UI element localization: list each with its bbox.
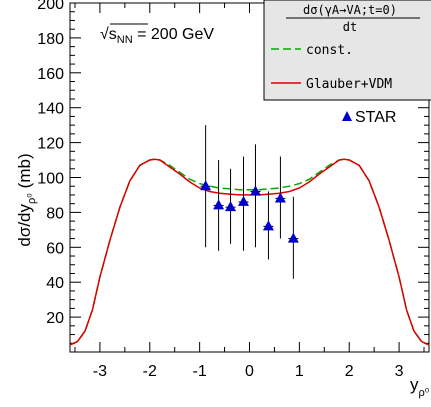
legend-label-const: const. [306, 43, 353, 58]
x-axis-label-sub: ρ⁰ [419, 387, 430, 399]
y-tick-label: 160 [37, 66, 64, 83]
y-tick-label: 120 [37, 136, 64, 153]
y-tick-label: 40 [46, 275, 64, 292]
x-tick-label: 3 [395, 363, 404, 380]
x-tick-label: 2 [345, 363, 354, 380]
energy-annotation: √sNN = 200 GeV [100, 23, 214, 46]
y-tick-label: 80 [46, 205, 64, 222]
star-point [287, 232, 299, 243]
star-point [249, 185, 261, 196]
y-axis-label-sub: ρ⁰ [26, 193, 38, 204]
x-axis-label-main: y [410, 375, 419, 394]
x-tick-label: -2 [143, 363, 157, 380]
theory-curves [69, 158, 430, 346]
y-tick-label: 180 [37, 31, 64, 48]
star-label: STAR [355, 109, 396, 126]
star-point [274, 192, 286, 203]
star-point [200, 180, 212, 191]
sqrt-symbol: √ [100, 26, 109, 43]
y-axis-label-main: dσ/dy [15, 204, 34, 247]
y-tick-label: 20 [46, 310, 64, 327]
x-tick-label: 0 [245, 363, 254, 380]
energy-text: = 200 GeV [133, 26, 215, 43]
star-point [213, 199, 225, 210]
y-tick-label: 100 [37, 171, 64, 188]
y-tick-label: 200 [37, 0, 64, 13]
star-point [262, 220, 274, 231]
glauber-vdm-curve [69, 158, 430, 346]
star-point [238, 195, 250, 206]
star-point [225, 201, 237, 212]
svg-text:yρ⁰: yρ⁰ [410, 375, 430, 399]
legend-header-numerator: dσ(γA→VA;t=0) [303, 3, 397, 17]
x-tick-label: 1 [295, 363, 304, 380]
legend: dσ(γA→VA;t=0) dt const. Glauber+VDM [263, 0, 431, 101]
x-tick-label: -3 [93, 363, 107, 380]
y-axis-label-unit: (mb) [15, 153, 34, 188]
s-label: s [109, 26, 117, 43]
star-legend: STAR [342, 109, 396, 126]
axis-ticks: -3 -2 -1 0 1 2 3 20 40 60 80 100 120 140 160 180 200 [37, 0, 429, 380]
s-subscript: NN [117, 34, 133, 46]
x-axis-label: yρ⁰ [410, 375, 430, 399]
svg-text:√sNN = 200 GeV: √sNN = 200 GeV [100, 26, 214, 46]
y-tick-label: 60 [46, 240, 64, 257]
triangle-marker-icon [342, 111, 352, 121]
y-axis-label: dσ/dyρ⁰ (mb) [15, 153, 38, 246]
x-tick-label: -1 [193, 363, 207, 380]
y-tick-label: 140 [37, 101, 64, 118]
legend-label-glauber: Glauber+VDM [306, 77, 392, 92]
svg-text:dσ/dyρ⁰(mb): dσ/dyρ⁰ (mb) [15, 153, 38, 246]
const-curve [69, 158, 430, 346]
legend-header-denominator: dt [343, 20, 357, 34]
star-data-points [200, 125, 299, 279]
